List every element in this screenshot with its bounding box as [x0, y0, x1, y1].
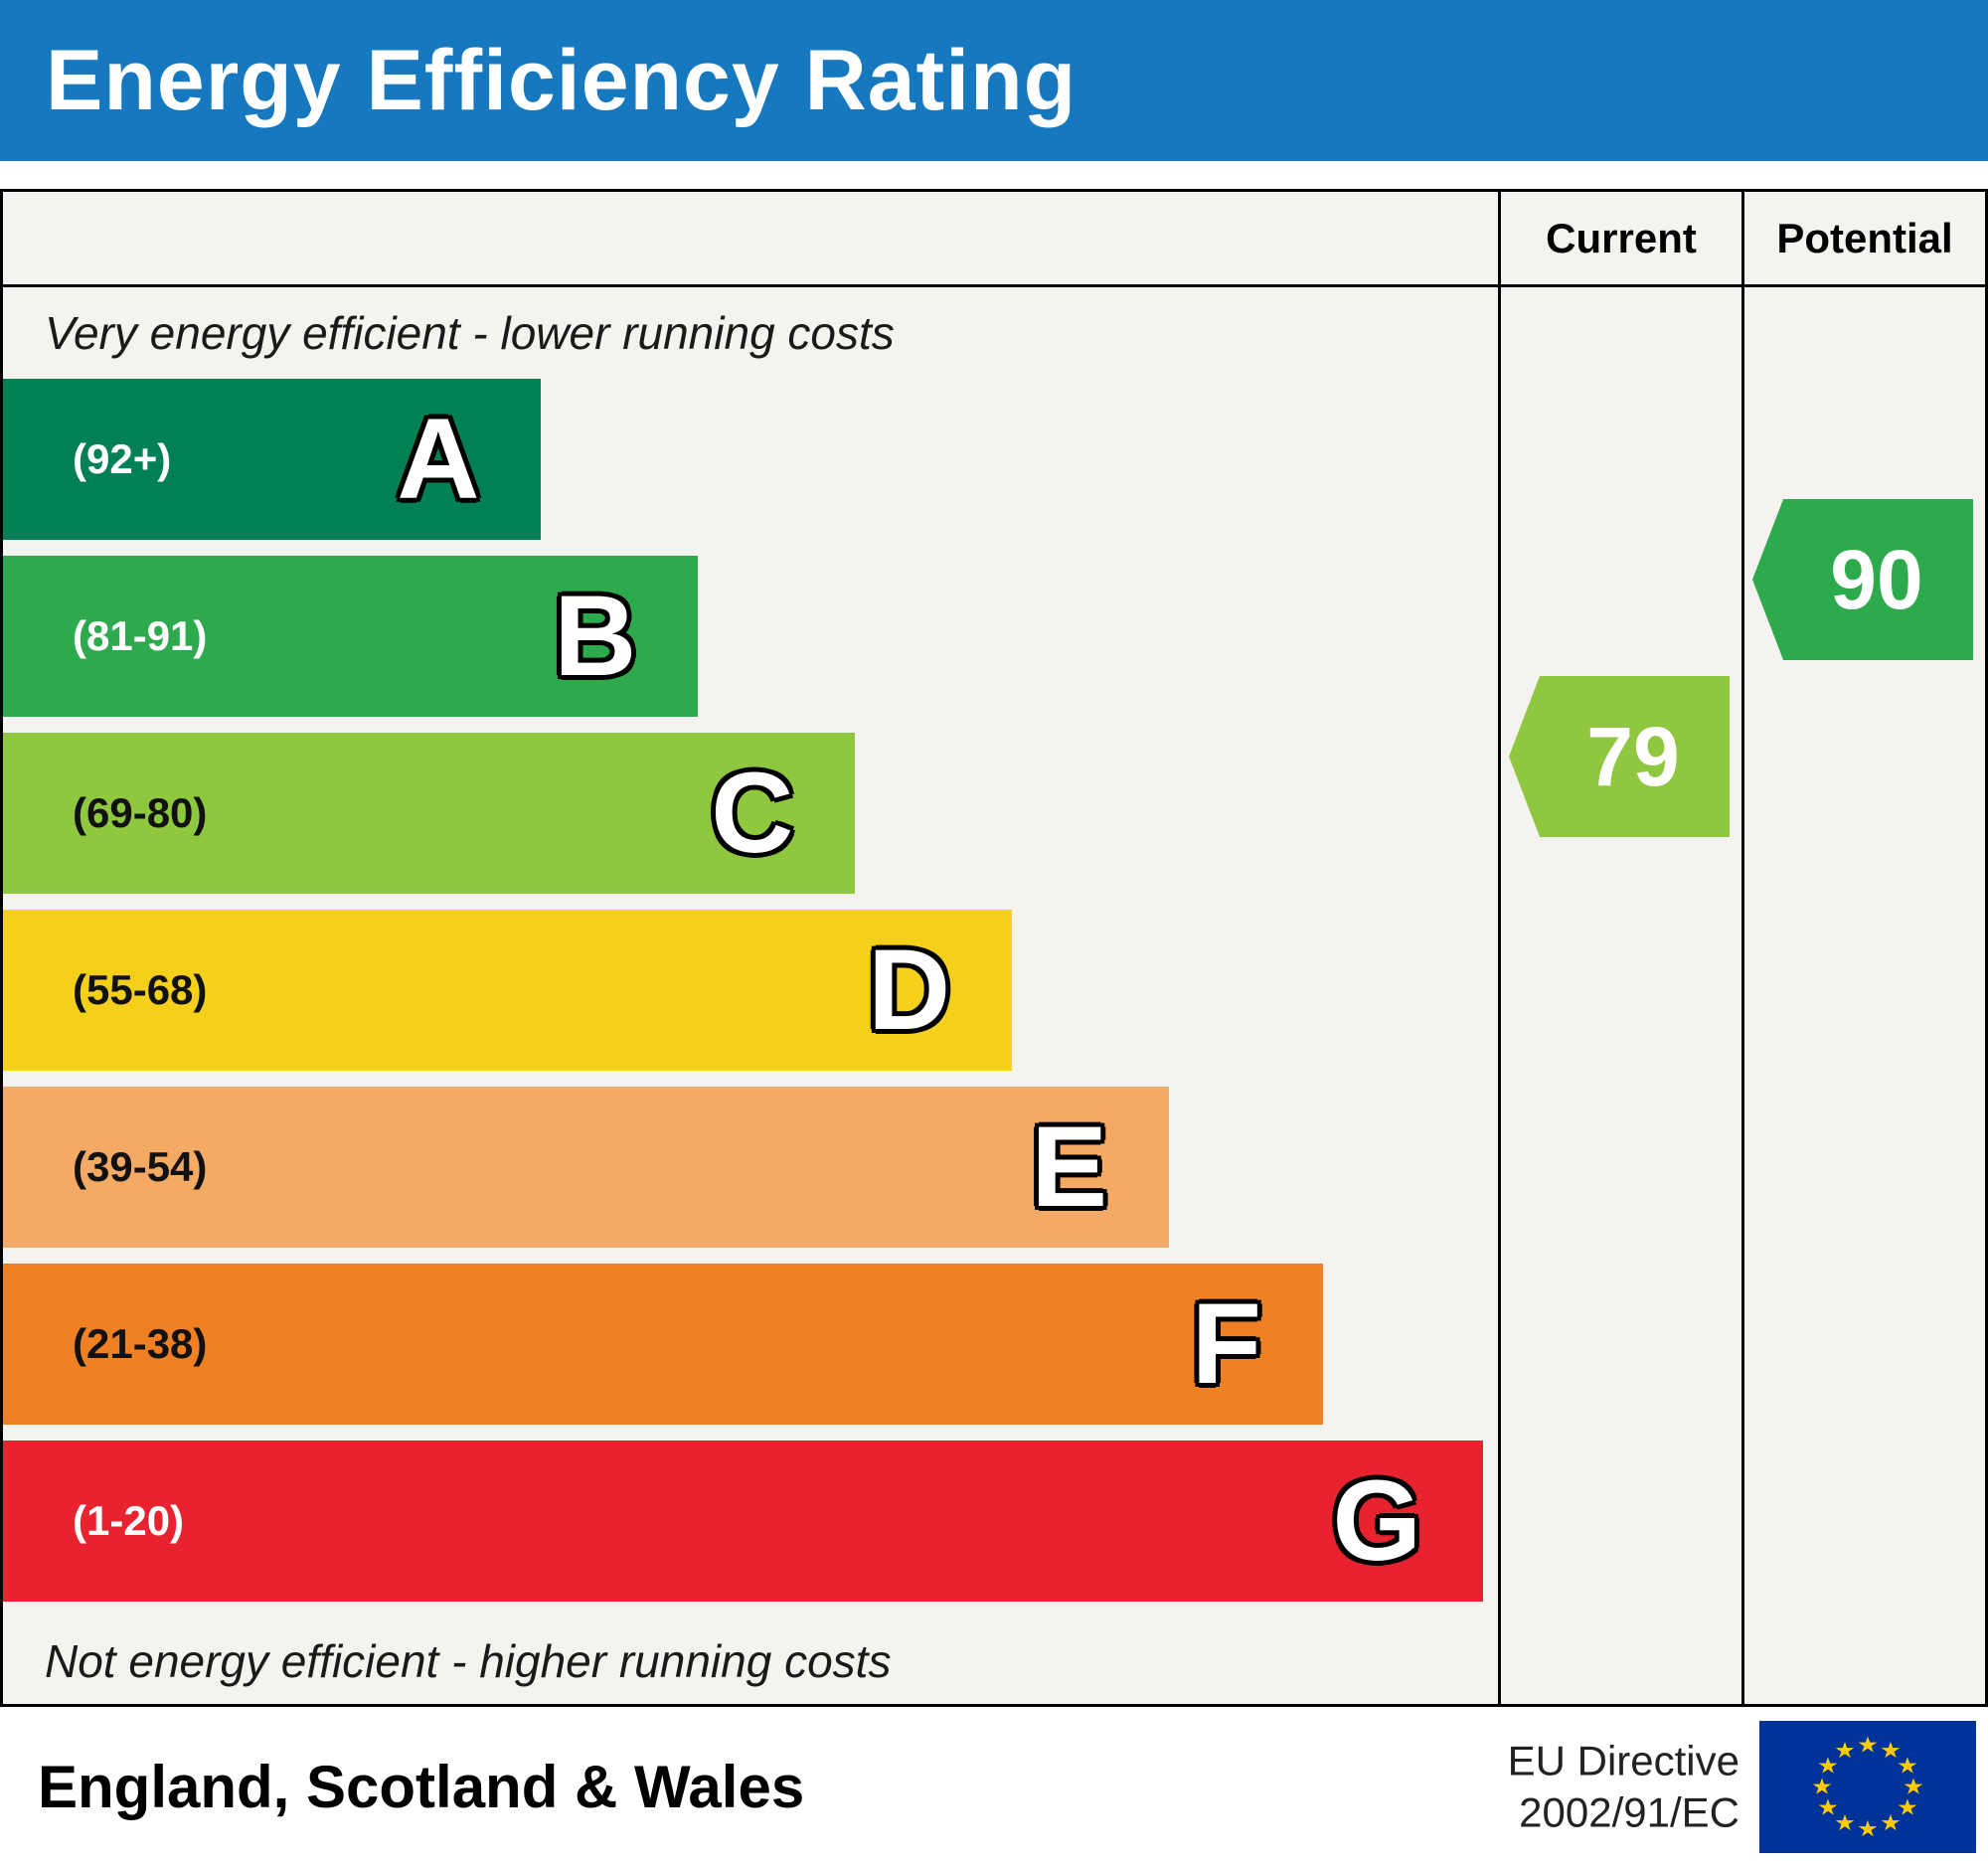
- band-f-range: (21-38): [73, 1320, 208, 1367]
- table-header-row: Current Potential: [3, 192, 1985, 287]
- band-f-letter: F: [1191, 1279, 1262, 1408]
- band-e: (39-54) E: [3, 1087, 1170, 1248]
- table-body: Very energy efficient - lower running co…: [3, 287, 1985, 1704]
- band-e-letter: E: [1031, 1103, 1108, 1231]
- band-d: (55-68) D: [3, 910, 1013, 1071]
- potential-column-header: Potential: [1741, 192, 1985, 284]
- band-b-letter: B: [554, 572, 637, 700]
- svg-text:★: ★: [1857, 1816, 1879, 1842]
- current-column-header: Current: [1498, 192, 1741, 284]
- rating-bands: (92+) A (81-91) B (69-80) C (55-68) D: [3, 379, 1498, 1602]
- svg-text:★: ★: [1897, 1795, 1918, 1821]
- band-c-range: (69-80): [73, 789, 208, 836]
- chart-table: Current Potential Very energy efficient …: [0, 189, 1988, 1707]
- band-c: (69-80) C: [3, 733, 856, 894]
- svg-text:★: ★: [1834, 1738, 1856, 1764]
- svg-text:★: ★: [1834, 1810, 1856, 1836]
- current-rating-arrow: 79: [1509, 676, 1730, 837]
- svg-text:★: ★: [1817, 1754, 1839, 1780]
- region-label: England, Scotland & Wales: [38, 1754, 805, 1820]
- header-spacer: [3, 192, 1498, 284]
- potential-column: 90: [1741, 287, 1985, 1704]
- band-g: (1-20) G: [3, 1441, 1483, 1602]
- band-a: (92+) A: [3, 379, 542, 540]
- eu-directive-line2: 2002/91/EC: [1519, 1788, 1740, 1836]
- page-title: Energy Efficiency Rating: [46, 32, 1077, 128]
- eu-directive-line1: EU Directive: [1507, 1737, 1740, 1783]
- band-c-letter: C: [711, 749, 794, 877]
- bands-column: Very energy efficient - lower running co…: [3, 287, 1498, 1704]
- bottom-caption: Not energy efficient - higher running co…: [45, 1634, 892, 1687]
- band-g-range: (1-20): [73, 1497, 185, 1544]
- svg-text:★: ★: [1857, 1732, 1879, 1758]
- band-b-range: (81-91): [73, 612, 208, 659]
- svg-text:★: ★: [1880, 1738, 1902, 1764]
- svg-text:★: ★: [1880, 1810, 1902, 1836]
- footer: England, Scotland & Wales EU Directive 2…: [0, 1707, 1988, 1867]
- band-f: (21-38) F: [3, 1264, 1324, 1425]
- eu-flag-field: [1759, 1721, 1976, 1853]
- svg-text:★: ★: [1811, 1775, 1833, 1800]
- title-bar: Energy Efficiency Rating: [0, 0, 1988, 161]
- band-a-range: (92+): [73, 435, 172, 482]
- band-g-letter: G: [1332, 1456, 1421, 1585]
- band-d-letter: D: [868, 926, 951, 1054]
- svg-text:★: ★: [1817, 1795, 1839, 1821]
- band-b: (81-91) B: [3, 556, 699, 717]
- svg-text:★: ★: [1903, 1775, 1924, 1800]
- potential-rating-value: 90: [1830, 532, 1923, 626]
- eu-flag-icon: ★ ★ ★ ★ ★ ★ ★ ★ ★ ★ ★ ★: [1759, 1721, 1976, 1853]
- top-caption: Very energy efficient - lower running co…: [45, 307, 895, 359]
- current-rating-value: 79: [1586, 709, 1680, 803]
- potential-rating-arrow: 90: [1752, 499, 1973, 660]
- band-d-range: (55-68): [73, 966, 208, 1013]
- svg-text:★: ★: [1897, 1754, 1918, 1780]
- eu-directive-label: EU Directive 2002/91/EC: [1508, 1735, 1740, 1839]
- band-a-letter: A: [397, 395, 480, 523]
- band-e-range: (39-54): [73, 1143, 208, 1190]
- current-column: 79: [1498, 287, 1741, 1704]
